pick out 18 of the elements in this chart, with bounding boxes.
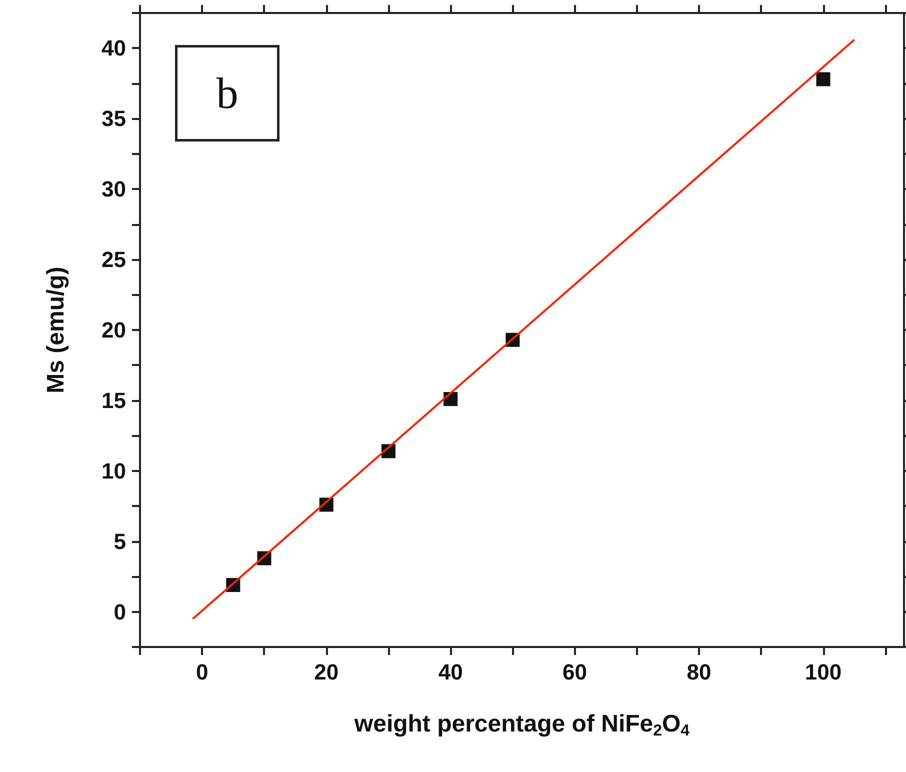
x-tick-label: 0 bbox=[196, 660, 208, 684]
x-tick-label: 20 bbox=[314, 660, 339, 684]
x-tick-label: 60 bbox=[562, 660, 588, 684]
y-tick-label: 20 bbox=[102, 318, 126, 342]
x-tick-label: 40 bbox=[438, 660, 463, 684]
y-tick-label: 25 bbox=[102, 247, 126, 272]
y-tick-label: 35 bbox=[102, 106, 126, 132]
y-tick-label: 10 bbox=[102, 458, 126, 484]
x-tick-label: 80 bbox=[686, 660, 712, 684]
point bbox=[816, 72, 830, 86]
y-tick-label: 40 bbox=[102, 36, 126, 61]
y-tick-label: 30 bbox=[102, 176, 126, 202]
y-tick-label: 5 bbox=[114, 528, 126, 554]
annotation: b bbox=[216, 68, 238, 118]
y-tick-label: 15 bbox=[102, 388, 126, 413]
x-tick-label: 100 bbox=[804, 660, 842, 684]
y-axis-title: Ms (emu/g) bbox=[42, 266, 70, 394]
y-tick-label: 0 bbox=[114, 599, 126, 624]
